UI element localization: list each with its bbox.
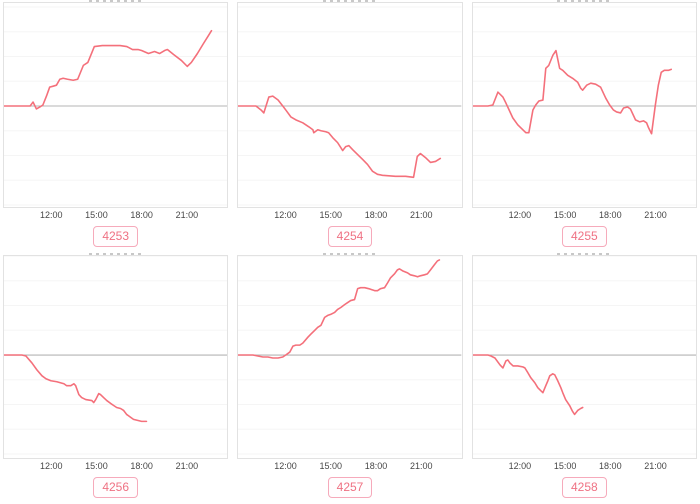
- cutoff-chart-title: [322, 0, 377, 2]
- chart-cell-4255: 12:00 15:00 18:00 21:00 4255: [471, 0, 697, 250]
- x-axis-tick-label: 21:00: [409, 210, 433, 220]
- x-axis-tick-label: 18:00: [364, 210, 388, 220]
- x-axis-tick-label: 12:00: [274, 210, 297, 220]
- x-axis-tick-label: 12:00: [39, 210, 63, 220]
- x-axis-tick-label: 12:00: [274, 461, 297, 471]
- x-axis-tick-label: 15:00: [85, 210, 108, 220]
- chart-id-row: 4254: [237, 223, 462, 250]
- chart-cell-4257: 12:00 15:00 18:00 21:00 4257: [237, 250, 463, 504]
- chart-cell-4254: 12:00 15:00 18:00 21:00 4254: [237, 0, 463, 250]
- line-chart-svg: [238, 6, 462, 206]
- line-chart-panel[interactable]: [471, 255, 697, 459]
- x-axis-tick-label: 21:00: [409, 461, 433, 471]
- chart-id-row: 4255: [472, 223, 697, 250]
- line-chart-svg: [238, 256, 462, 455]
- line-chart-panel[interactable]: [237, 255, 463, 459]
- x-axis-tick-label: 15:00: [85, 461, 108, 471]
- chart-cell-4256: 12:00 15:00 18:00 21:00 4256: [3, 250, 229, 504]
- chart-id-chip[interactable]: 4258: [561, 476, 607, 499]
- line-chart-svg: [472, 6, 696, 206]
- chart-id-chip[interactable]: 4253: [93, 225, 139, 248]
- x-axis-tick-label: 18:00: [599, 461, 622, 471]
- cutoff-chart-title: [557, 253, 612, 255]
- chart-id-chip[interactable]: 4255: [561, 225, 607, 248]
- x-axis-tick-label: 15:00: [553, 461, 577, 471]
- chart-id-chip[interactable]: 4254: [327, 225, 373, 248]
- x-axis-tick-label: 18:00: [130, 210, 153, 220]
- line-chart-svg: [4, 256, 228, 455]
- line-chart-panel[interactable]: [237, 2, 463, 208]
- x-axis: 12:00 15:00 18:00 21:00: [237, 460, 462, 474]
- x-axis-tick-label: 12:00: [508, 461, 532, 471]
- line-chart-panel[interactable]: [3, 2, 229, 208]
- x-axis: 12:00 15:00 18:00 21:00: [237, 209, 462, 223]
- x-axis: 12:00 15:00 18:00 21:00: [3, 209, 228, 223]
- cutoff-chart-title: [557, 0, 612, 2]
- x-axis-tick-label: 18:00: [130, 461, 153, 471]
- x-axis-tick-label: 15:00: [319, 210, 343, 220]
- chart-cell-4258: 12:00 15:00 18:00 21:00 4258: [471, 250, 697, 504]
- chart-id-chip[interactable]: 4256: [93, 476, 139, 499]
- chart-cell-4253: 12:00 15:00 18:00 21:00 4253: [3, 0, 229, 250]
- cutoff-chart-title: [88, 253, 143, 255]
- chart-id-row: 4256: [3, 474, 228, 501]
- x-axis-tick-label: 21:00: [175, 461, 199, 471]
- cutoff-chart-title: [88, 0, 143, 2]
- x-axis-tick-label: 21:00: [175, 210, 199, 220]
- line-chart-panel[interactable]: [471, 2, 697, 208]
- x-axis-tick-label: 21:00: [644, 461, 667, 471]
- chart-id-row: 4253: [3, 223, 228, 250]
- x-axis-tick-label: 18:00: [364, 461, 388, 471]
- x-axis: 12:00 15:00 18:00 21:00: [472, 460, 697, 474]
- chart-id-row: 4258: [472, 474, 697, 501]
- x-axis: 12:00 15:00 18:00 21:00: [472, 209, 697, 223]
- chart-id-row: 4257: [237, 474, 462, 501]
- x-axis-tick-label: 15:00: [553, 210, 577, 220]
- x-axis-tick-label: 12:00: [508, 210, 532, 220]
- x-axis-tick-label: 15:00: [319, 461, 343, 471]
- x-axis-tick-label: 21:00: [644, 210, 667, 220]
- line-chart-panel[interactable]: [3, 255, 229, 459]
- line-chart-svg: [472, 256, 696, 455]
- x-axis-tick-label: 12:00: [39, 461, 63, 471]
- cutoff-chart-title: [322, 253, 377, 255]
- x-axis-tick-label: 18:00: [599, 210, 622, 220]
- line-chart-svg: [4, 6, 228, 206]
- x-axis: 12:00 15:00 18:00 21:00: [3, 460, 228, 474]
- chart-id-chip[interactable]: 4257: [327, 476, 373, 499]
